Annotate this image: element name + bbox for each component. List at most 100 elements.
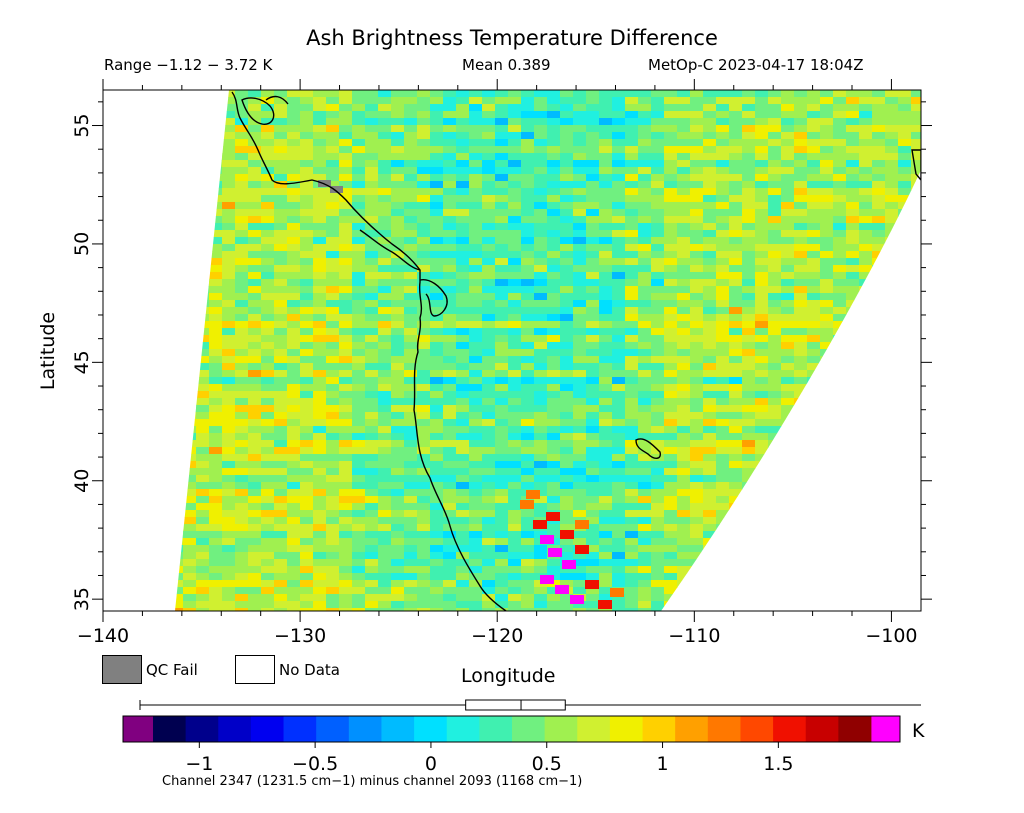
swath-cell xyxy=(378,195,392,203)
swath-cell xyxy=(677,601,691,609)
swath-cell xyxy=(651,216,665,224)
swath-cell xyxy=(521,195,535,203)
swath-cell xyxy=(794,300,808,308)
swath-cell xyxy=(794,251,808,259)
swath-cell xyxy=(625,356,639,364)
colorbar-segment xyxy=(544,716,578,742)
swath-cell xyxy=(326,510,340,518)
swath-cell xyxy=(781,328,795,336)
swath-cell xyxy=(859,160,873,168)
swath-cell xyxy=(482,468,496,476)
swath-cell xyxy=(521,538,535,546)
swath-cell xyxy=(690,475,704,483)
swath-cell xyxy=(391,580,405,588)
swath-cell xyxy=(638,496,652,504)
swath-cell xyxy=(573,447,587,455)
swath-cell xyxy=(235,258,249,266)
swath-cell xyxy=(313,545,327,553)
swath-cell xyxy=(781,601,795,609)
swath-cell xyxy=(300,328,314,336)
swath-cell xyxy=(859,230,873,238)
swath-cell xyxy=(547,223,561,231)
swath-cell xyxy=(287,209,301,217)
swath-cell xyxy=(612,202,626,210)
swath-cell xyxy=(742,321,756,329)
swath-cell xyxy=(911,391,921,399)
swath-cell xyxy=(742,405,756,413)
swath-cell xyxy=(703,461,717,469)
swath-cell xyxy=(755,223,769,231)
swath-cell xyxy=(469,608,483,611)
swath-cell xyxy=(781,594,795,602)
swath-cell xyxy=(820,244,834,252)
swath-cell xyxy=(703,524,717,532)
swath-cell xyxy=(521,237,535,245)
swath-cell xyxy=(638,223,652,231)
swath-cell xyxy=(274,601,288,609)
swath-cell xyxy=(248,342,262,350)
swath-cell xyxy=(859,524,873,532)
swath-cell xyxy=(794,440,808,448)
swath-cell xyxy=(846,349,860,357)
swath-cell xyxy=(261,608,275,611)
swath-cell xyxy=(794,517,808,525)
colorbar-segment xyxy=(740,716,774,742)
swath-cell xyxy=(287,321,301,329)
swath-cell xyxy=(872,307,886,315)
swath-cell xyxy=(175,573,184,581)
swath-cell xyxy=(599,482,613,490)
swath-cell xyxy=(898,391,912,399)
swath-cell xyxy=(209,90,223,98)
swath-cell xyxy=(300,251,314,259)
swath-cell xyxy=(352,349,366,357)
swath-cell xyxy=(521,286,535,294)
swath-cell xyxy=(612,104,626,112)
swath-cell xyxy=(703,139,717,147)
swath-cell xyxy=(222,559,236,567)
swath-cell xyxy=(547,426,561,434)
swath-cell xyxy=(586,251,600,259)
swath-cell xyxy=(898,146,912,154)
swath-cell xyxy=(456,398,470,406)
swath-cell xyxy=(300,314,314,322)
swath-cell xyxy=(742,440,756,448)
swath-cell xyxy=(326,440,340,448)
swath-cell xyxy=(612,405,626,413)
swath-cell xyxy=(846,517,860,525)
swath-cell xyxy=(365,552,379,560)
swath-cell xyxy=(456,286,470,294)
swath-cell xyxy=(729,307,743,315)
swath-cell xyxy=(651,132,665,140)
swath-cell xyxy=(846,482,860,490)
swath-cell xyxy=(313,104,327,112)
swath-cell xyxy=(690,461,704,469)
swath-cell xyxy=(469,188,483,196)
swath-cell xyxy=(326,503,340,511)
swath-cell xyxy=(560,132,574,140)
x-tick-label: −120 xyxy=(471,625,523,647)
swath-cell xyxy=(287,258,301,266)
swath-cell xyxy=(638,454,652,462)
swath-cell xyxy=(690,356,704,364)
swath-cell xyxy=(456,468,470,476)
swath-cell xyxy=(677,237,691,245)
swath-cell xyxy=(781,237,795,245)
swath-cell xyxy=(859,363,873,371)
swath-cell xyxy=(404,321,418,329)
swath-cell xyxy=(521,321,535,329)
swath-cell xyxy=(175,587,184,595)
swath-cell xyxy=(391,468,405,476)
swath-cell xyxy=(820,594,834,602)
swath-cell xyxy=(885,545,899,553)
swath-cell xyxy=(175,538,184,546)
swath-cell xyxy=(781,559,795,567)
swath-cell xyxy=(443,321,457,329)
swath-cell xyxy=(352,132,366,140)
swath-cell xyxy=(573,587,587,595)
swath-cell xyxy=(573,90,587,98)
swath-cell xyxy=(833,279,847,287)
swath-cell xyxy=(495,174,509,182)
swath-cell xyxy=(742,587,756,595)
swath-cell xyxy=(430,342,444,350)
swath-cell xyxy=(742,153,756,161)
